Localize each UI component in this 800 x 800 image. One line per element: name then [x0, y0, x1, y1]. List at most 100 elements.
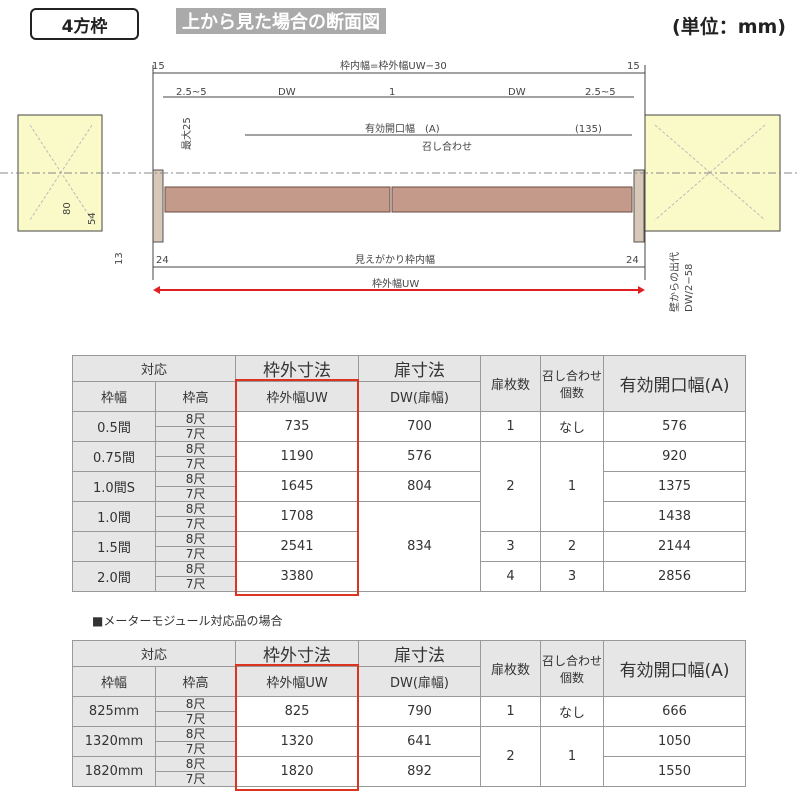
dim-13: 13 [114, 252, 125, 265]
cell-meet: 2 [540, 531, 605, 562]
cell-uw: 3380 [235, 561, 360, 592]
header-door: 扉寸法 [358, 355, 482, 382]
dim-135: (135) [575, 124, 602, 135]
metric-size-table: 対応 枠外寸法 扉寸法 扉枚数 召し合わせ個数 有効開口幅(A) 枠幅 枠高 枠外幅UW DW(… [71, 640, 747, 787]
cell-h8: 8尺 [154, 756, 237, 772]
header-width: 枠幅 [72, 381, 156, 412]
cell-h7: 7尺 [154, 576, 237, 592]
header-width: 枠幅 [72, 666, 156, 697]
dim-max25: 最大25 [180, 117, 193, 150]
cell-cnt: 4 [480, 561, 542, 592]
header-count: 扉枚数 [480, 355, 542, 412]
cell-uw: 1645 [235, 471, 360, 502]
header-dw: DW(扉幅) [358, 666, 482, 697]
wall-offset-formula: DW/2−58 [684, 264, 695, 312]
cell-dw: 576 [358, 441, 482, 472]
cell-uw: 1320 [235, 726, 360, 757]
dim-outer-uw: 枠外幅UW [372, 277, 419, 290]
cell-meet: 3 [540, 561, 605, 592]
cell-w: 2.0間 [72, 561, 156, 592]
size-table: 対応 枠外寸法 扉寸法 扉枚数 召し合わせ個数 有効開口幅(A) 枠幅 枠高 枠外幅UW DW(… [71, 355, 747, 592]
right-jamb [633, 169, 645, 243]
cell-w: 1.5間 [72, 531, 156, 562]
cell-a: 920 [603, 441, 747, 472]
table-row: 2.0間 8尺 3380 4 3 2856 [72, 561, 747, 592]
header-door: 扉寸法 [358, 640, 482, 667]
cross-section-diagram: 15 15 枠内幅=枠外幅UW−30 2.5~5 DW 1 DW 2.5~5 最… [0, 59, 800, 312]
cell-h7: 7尺 [154, 456, 237, 472]
cell-cnt: 3 [480, 531, 542, 562]
section-title: 上から見た場合の断面図 [176, 8, 386, 34]
cell-h7: 7尺 [154, 711, 237, 727]
cell-h7: 7尺 [154, 426, 237, 442]
dim-gap-left: 2.5~5 [176, 87, 207, 98]
cell-h7: 7尺 [154, 486, 237, 502]
cell-meet: なし [540, 696, 605, 727]
cell-cnt: 2 [480, 726, 542, 787]
dim-visible-inner: 見えがかり枠内幅 [355, 253, 435, 266]
table-row: 1820mm 8尺 1820 892 1550 [72, 756, 747, 787]
frame-type-badge: 4方枠 [30, 8, 139, 40]
header-outer: 枠外寸法 [235, 640, 360, 667]
cell-w: 0.5間 [72, 411, 156, 442]
cell-h8: 8尺 [154, 471, 237, 487]
dim-left-24: 24 [156, 255, 169, 266]
cell-uw: 735 [235, 411, 360, 442]
dim-80: 80 [62, 202, 73, 215]
cell-a: 2144 [603, 531, 747, 562]
cell-h7: 7尺 [154, 546, 237, 562]
cell-cnt: 1 [480, 696, 542, 727]
header-dw: DW(扉幅) [358, 381, 482, 412]
cell-h8: 8尺 [154, 501, 237, 517]
dim-effective-width: 有効開口幅 (A) [365, 122, 440, 135]
cell-w: 1820mm [72, 756, 156, 787]
cell-w: 825mm [72, 696, 156, 727]
cell-w: 1.0間 [72, 501, 156, 532]
header-height: 枠高 [154, 666, 237, 697]
table-row: 1.5間 8尺 2541 3 2 2144 [72, 531, 747, 562]
table-row: 0.5間 8尺 735 700 1 なし 576 [72, 411, 747, 442]
left-jamb [152, 169, 164, 243]
header-uw: 枠外幅UW [235, 381, 360, 412]
table-row: 0.75間 8尺 1190 576 2 1 920 [72, 441, 747, 532]
cell-a: 1375 [603, 471, 747, 502]
dim-center: 1 [389, 87, 395, 98]
cell-h7: 7尺 [154, 741, 237, 757]
table-row: 1.0間 8尺 1708 834 1438 [72, 501, 747, 592]
cell-h8: 8尺 [154, 561, 237, 577]
cell-a: 666 [603, 696, 747, 727]
dim-dw-right: DW [508, 87, 526, 98]
cell-h7: 7尺 [154, 771, 237, 787]
dim-inner-width: 枠内幅=枠外幅UW−30 [340, 59, 447, 72]
header-meet: 召し合わせ個数 [540, 640, 605, 697]
cell-w: 1320mm [72, 726, 156, 757]
cell-uw: 825 [235, 696, 360, 727]
cell-dw: 700 [358, 411, 482, 442]
table-row: 1320mm 8尺 1320 641 2 1 1050 [72, 726, 747, 787]
header-uw: 枠外幅UW [235, 666, 360, 697]
unit-label: (単位：mm) [672, 16, 786, 38]
cell-uw: 1820 [235, 756, 360, 787]
cell-dw: 892 [358, 756, 482, 787]
header-outer: 枠外寸法 [235, 355, 360, 382]
header-count: 扉枚数 [480, 640, 542, 697]
dim-right-15: 15 [627, 61, 640, 72]
cell-w: 1.0間S [72, 471, 156, 502]
cell-dw: 790 [358, 696, 482, 727]
cell-a: 1438 [603, 501, 747, 532]
cell-dw: 804 [358, 471, 482, 502]
cell-uw: 2541 [235, 531, 360, 562]
dim-gap-right: 2.5~5 [585, 87, 616, 98]
cell-cnt: 2 [480, 441, 542, 532]
cell-h7: 7尺 [154, 516, 237, 532]
header-meet: 召し合わせ個数 [540, 355, 605, 412]
dim-left-15: 15 [152, 61, 165, 72]
header-eff: 有効開口幅(A) [603, 355, 747, 412]
cell-uw: 1190 [235, 441, 360, 472]
cell-uw: 1708 [235, 501, 360, 532]
cell-a: 576 [603, 411, 747, 442]
meeting-label: 召し合わせ [422, 140, 472, 153]
cell-h8: 8尺 [154, 441, 237, 457]
table-row: 825mm 8尺 825 790 1 なし 666 [72, 696, 747, 727]
table-row: 1.0間S 8尺 1645 804 1375 [72, 471, 747, 502]
